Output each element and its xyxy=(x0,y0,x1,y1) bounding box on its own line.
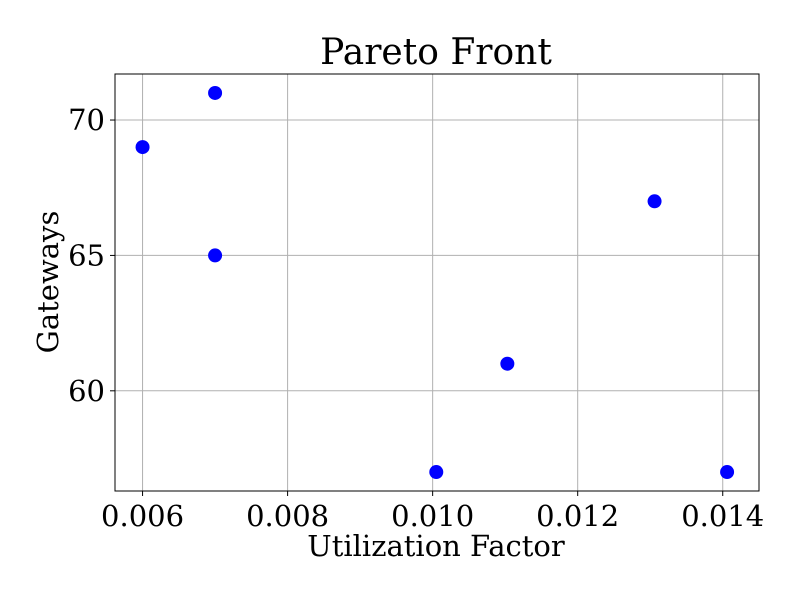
data-point xyxy=(647,194,662,209)
x-tick-label: 0.006 xyxy=(101,499,184,533)
axis-ticks: 0.006 0.008 0.010 0.012 0.014 60 65 70 xyxy=(68,103,764,533)
y-tick-label: 65 xyxy=(68,238,105,272)
data-point xyxy=(135,140,150,155)
data-point xyxy=(208,85,223,100)
x-tick-label: 0.008 xyxy=(246,499,329,533)
y-tick-label: 70 xyxy=(68,103,105,137)
x-tick-label: 0.012 xyxy=(536,499,619,533)
data-point xyxy=(208,248,223,263)
data-point xyxy=(429,465,444,480)
plot-area-frame xyxy=(114,73,760,492)
x-tick-label: 0.014 xyxy=(681,499,764,533)
y-axis-label: Gateways xyxy=(31,211,65,354)
data-point xyxy=(720,465,735,480)
x-tick-label: 0.010 xyxy=(391,499,474,533)
data-points xyxy=(135,85,735,480)
data-point xyxy=(500,356,515,371)
y-tick-label: 60 xyxy=(68,374,105,408)
x-axis-label: Utilization Factor xyxy=(307,529,565,563)
chart-title: Pareto Front xyxy=(320,32,552,73)
